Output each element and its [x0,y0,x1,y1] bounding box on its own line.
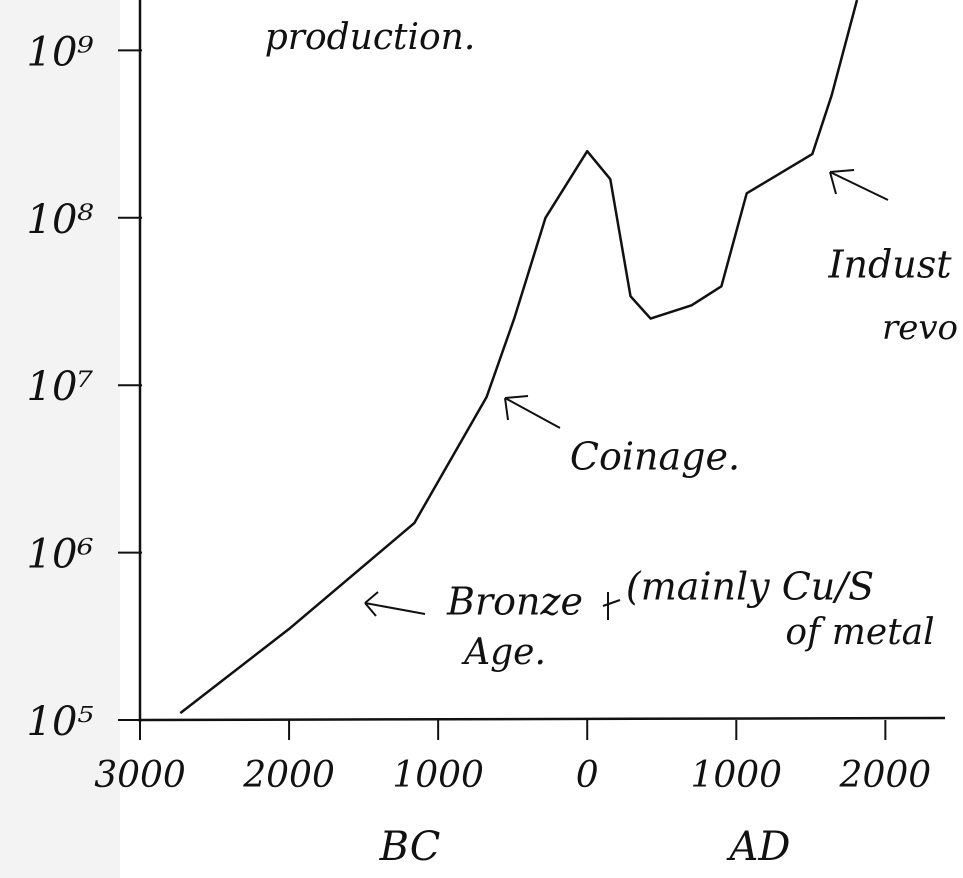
y-tick-label: 10⁷ [27,364,94,410]
y-tick-label: 10⁹ [27,29,94,75]
x-tick-label: 2000 [242,755,335,796]
arrow [603,592,620,620]
x-tick-label: 1000 [690,755,782,796]
annotation: Indust [827,243,952,287]
x-group-label: AD [726,824,791,870]
y-tick-label: 10⁵ [27,699,94,745]
chart: 10⁵ 10⁶ 10⁷ 10⁸ 10⁹ 3000 2000 1000 0 1000 2000 BC AD… [0,0,963,878]
arrow [505,396,560,428]
x-tick-label: 0 [576,755,599,796]
y-tick-label: 10⁸ [27,197,94,243]
x-tick-label: 2000 [839,755,932,796]
x-tick-label: 3000 [94,755,186,796]
arrow [365,592,425,616]
arrow [830,170,888,200]
annotation: production. [265,17,476,58]
annotation: Age. [461,632,546,673]
left-margin [0,0,120,878]
annotation: of metal [785,612,934,653]
x-axis [140,718,945,720]
annotation: Coinage. [570,435,740,479]
x-tick-label: 1000 [392,755,484,796]
annotation: Bronze [446,580,583,624]
annotation: revo [882,308,958,348]
annotation: (mainly Cu/S [626,565,874,609]
y-tick-label: 10⁶ [27,532,94,578]
arrows [365,170,888,620]
x-group-label: BC [379,824,441,870]
